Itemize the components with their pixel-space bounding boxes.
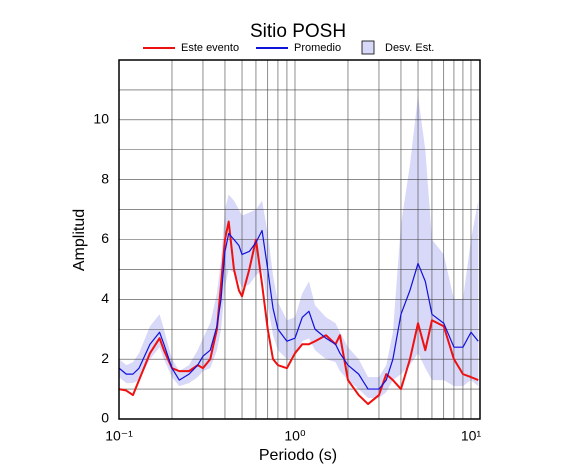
x-axis-label: Periodo (s) bbox=[259, 447, 337, 464]
legend-label: Este evento bbox=[181, 42, 239, 54]
x-tick-label: 10⁻¹ bbox=[105, 428, 133, 444]
x-tick-label: 10¹ bbox=[461, 428, 482, 444]
legend-label: Promedio bbox=[294, 42, 341, 54]
y-axis-label: Amplitud bbox=[71, 209, 88, 271]
chart-title: Sitio POSH bbox=[250, 21, 346, 42]
y-tick-label: 10 bbox=[93, 111, 109, 127]
y-tick-label: 6 bbox=[101, 230, 109, 246]
y-tick-label: 4 bbox=[101, 290, 109, 306]
std-band bbox=[119, 95, 479, 399]
y-tick-label: 0 bbox=[101, 410, 109, 426]
legend-swatch bbox=[361, 40, 375, 55]
y-tick-label: 8 bbox=[101, 170, 109, 186]
x-tick-label: 10⁰ bbox=[284, 428, 306, 444]
legend-label: Desv. Est. bbox=[385, 42, 434, 54]
series-line bbox=[118, 220, 479, 406]
series-line bbox=[118, 229, 479, 390]
plot-frame bbox=[118, 59, 481, 420]
y-tick-label: 2 bbox=[101, 350, 109, 366]
